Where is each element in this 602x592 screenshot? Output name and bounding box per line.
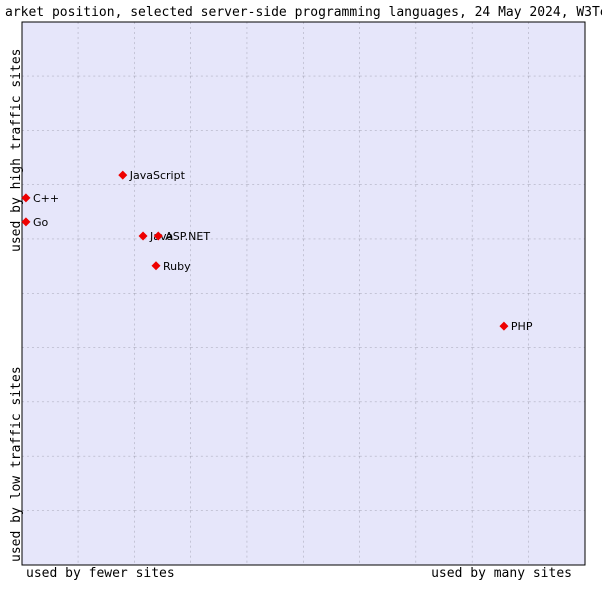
- y-label-high: used by high traffic sites: [9, 49, 24, 253]
- plot-border: [21, 21, 586, 566]
- point-label: Ruby: [163, 260, 191, 273]
- point: [153, 231, 163, 241]
- point: [138, 231, 148, 241]
- point: [21, 217, 31, 227]
- point-label: JavaScript: [129, 169, 186, 182]
- point: [151, 261, 161, 271]
- grid: [22, 22, 585, 565]
- point: [499, 321, 509, 331]
- point-label: PHP: [511, 320, 533, 333]
- chart-title: arket position, selected server-side pro…: [5, 5, 602, 20]
- point: [21, 193, 31, 203]
- point-label: Go: [33, 216, 49, 229]
- point: [118, 170, 128, 180]
- y-label-low: used by low traffic sites: [9, 366, 24, 562]
- x-label-low: used by fewer sites: [26, 566, 175, 581]
- point-label: ASP.NET: [165, 230, 210, 243]
- point-label: C++: [33, 192, 59, 205]
- x-label-high: used by many sites: [431, 566, 572, 581]
